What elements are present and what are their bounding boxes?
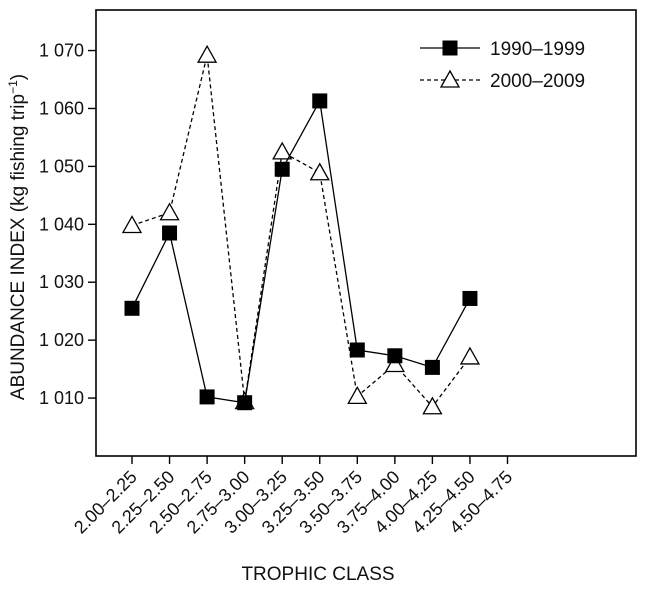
data-point-square — [349, 342, 365, 358]
y-axis-title-suffix: ) — [8, 74, 29, 80]
plot-border — [95, 9, 637, 457]
data-point-triangle — [121, 215, 143, 234]
data-point-square — [387, 348, 403, 364]
data-point-square — [162, 225, 178, 241]
series-1990-1999 — [124, 93, 478, 411]
data-point-square — [424, 359, 440, 375]
data-point-square — [237, 395, 253, 411]
plot-area — [95, 9, 637, 457]
data-point-triangle — [309, 162, 330, 181]
data-point-triangle — [159, 202, 180, 221]
y-tick-label: 1 070 — [39, 41, 84, 61]
data-point-triangle — [347, 386, 368, 404]
y-tick-label: 1 010 — [39, 388, 84, 408]
legend-item: 2000–2009 — [420, 69, 585, 92]
data-point-triangle — [439, 69, 461, 88]
data-point-square — [312, 93, 328, 109]
legend-label: 1990–1999 — [490, 39, 585, 60]
y-tick-label: 1 030 — [39, 272, 84, 292]
y-axis-title-superscript: −1 — [6, 80, 20, 94]
y-axis-title-main: ABUNDANCE INDEX (kg fishing trip — [8, 94, 29, 400]
y-axis-title: ABUNDANCE INDEX (kg fishing trip−1) — [6, 74, 29, 400]
y-axis: 1 010 1 020 1 030 1 040 1 050 1 060 1 070 — [39, 41, 96, 408]
x-axis-title: TROPHIC CLASS — [241, 564, 394, 585]
x-axis: 2.00–2.252.25–2.502.50–2.752.75–3.003.00… — [70, 456, 516, 537]
legend: 1990–1999 2000–2009 — [420, 39, 585, 92]
data-point-triangle — [384, 354, 405, 373]
y-tick-label: 1 040 — [39, 214, 84, 234]
data-point-square — [462, 290, 478, 306]
data-point-triangle — [196, 44, 218, 63]
data-point-square — [199, 389, 215, 405]
data-point-triangle — [459, 346, 481, 365]
data-point-square — [274, 161, 290, 177]
data-point-triangle — [272, 141, 293, 160]
series-layer — [121, 44, 481, 415]
legend-item: 1990–1999 — [420, 39, 585, 60]
y-tick-label: 1 050 — [39, 156, 84, 176]
legend-label: 2000–2009 — [490, 71, 585, 92]
data-point-square — [442, 40, 458, 56]
y-tick-label: 1 020 — [39, 330, 84, 350]
data-point-square — [124, 300, 140, 316]
series-line — [131, 98, 471, 404]
data-point-triangle — [422, 396, 443, 415]
series-line — [131, 55, 471, 408]
y-tick-label: 1 060 — [39, 98, 84, 118]
